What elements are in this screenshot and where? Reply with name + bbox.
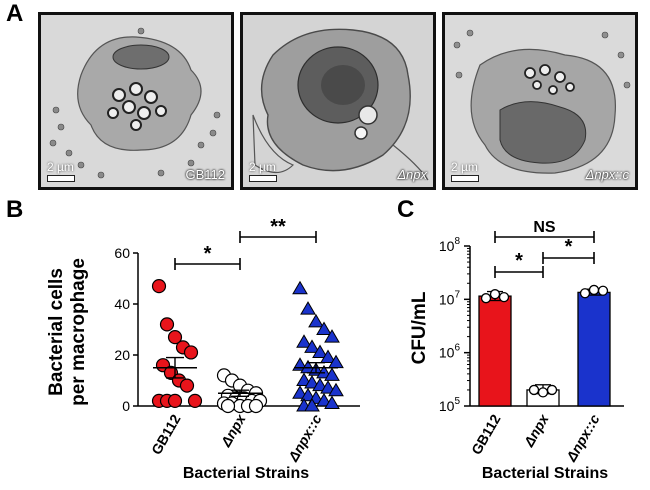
data-point bbox=[292, 385, 308, 399]
y-tick-base: 10 bbox=[439, 398, 455, 414]
significance-label: NS bbox=[533, 219, 556, 236]
data-point bbox=[308, 313, 324, 328]
significance-label: * bbox=[565, 236, 573, 258]
x-axis-label: Bacterial Strains bbox=[183, 465, 309, 482]
scale-label: 2 µm bbox=[451, 160, 478, 174]
x-tick-label: Δnpx::c bbox=[563, 411, 603, 465]
scale-label: 2 µm bbox=[47, 160, 74, 174]
data-point bbox=[151, 279, 167, 294]
scale-bar-line bbox=[249, 175, 277, 182]
data-point bbox=[220, 398, 236, 414]
panel-a-letter: A bbox=[6, 0, 24, 27]
data-point bbox=[324, 367, 340, 381]
significance-label: * bbox=[204, 243, 212, 265]
data-point bbox=[312, 377, 328, 392]
y-tick-label: 20 bbox=[114, 347, 130, 363]
scale-bar-npx-c: 2 µm bbox=[451, 161, 479, 182]
bar bbox=[478, 295, 512, 407]
y-tick-base: 10 bbox=[439, 238, 455, 254]
y-axis-label: CFU/mL bbox=[409, 291, 430, 364]
replicate-point bbox=[546, 384, 558, 396]
scale-label: 2 µm bbox=[249, 160, 276, 174]
replicate-point bbox=[480, 293, 492, 304]
y-tick-base: 10 bbox=[439, 291, 455, 307]
replicate-point bbox=[498, 291, 510, 303]
data-point bbox=[320, 380, 336, 394]
replicate-point bbox=[579, 288, 591, 299]
micrograph-npx-image bbox=[243, 15, 433, 187]
bar bbox=[577, 291, 611, 407]
micrograph-gb112: 2 µm GB112 bbox=[38, 12, 234, 190]
x-tick-label: Δnpx bbox=[520, 410, 552, 450]
y-tick-label: 40 bbox=[114, 296, 130, 312]
replicate-point bbox=[489, 289, 501, 300]
data-point bbox=[304, 398, 320, 412]
significance-label: * bbox=[515, 250, 523, 272]
data-point bbox=[159, 317, 175, 332]
y-tick-label: 108 bbox=[439, 236, 461, 254]
panel-b-letter: B bbox=[6, 196, 24, 223]
data-point bbox=[324, 329, 340, 343]
micrograph-label: Δnpx::c bbox=[585, 167, 629, 182]
data-point bbox=[316, 321, 332, 335]
replicate-point bbox=[588, 284, 600, 296]
y-tick-exponent: 5 bbox=[454, 396, 460, 407]
y-axis-label: Bacterial cellsper macrophage bbox=[46, 258, 89, 406]
y-tick-exponent: 8 bbox=[454, 236, 460, 247]
micrograph-label: GB112 bbox=[185, 167, 225, 182]
data-point bbox=[320, 349, 336, 364]
replicate-point bbox=[528, 384, 540, 396]
data-point bbox=[248, 398, 264, 414]
y-axis-label-line: Bacterial cells bbox=[46, 268, 67, 396]
data-point bbox=[296, 372, 312, 386]
y-tick-label: 105 bbox=[439, 396, 461, 414]
y-tick-label: 0 bbox=[122, 398, 130, 414]
data-point bbox=[324, 395, 340, 409]
data-point bbox=[167, 393, 183, 408]
data-point bbox=[179, 378, 195, 393]
data-point bbox=[312, 344, 328, 358]
micrograph-npx-c: 2 µm Δnpx::c bbox=[442, 12, 638, 190]
data-point bbox=[296, 334, 312, 348]
x-tick-label: Δnpx::c bbox=[285, 411, 325, 465]
data-point bbox=[187, 393, 203, 408]
scale-bar-line bbox=[451, 175, 479, 182]
scale-bar-gb112: 2 µm bbox=[47, 161, 75, 182]
significance-label: ** bbox=[270, 216, 286, 238]
data-point bbox=[316, 392, 332, 407]
y-tick-base: 10 bbox=[439, 345, 455, 361]
data-point bbox=[304, 375, 320, 389]
data-point bbox=[304, 339, 320, 353]
x-axis-label: Bacterial Strains bbox=[482, 465, 608, 482]
y-tick-label: 107 bbox=[439, 289, 461, 307]
y-tick-label: 106 bbox=[439, 343, 461, 361]
data-point bbox=[183, 345, 199, 360]
data-point bbox=[167, 330, 183, 345]
micrograph-npx: 2 µm Δnpx bbox=[240, 12, 436, 190]
y-tick-exponent: 7 bbox=[454, 289, 460, 300]
data-point bbox=[300, 387, 316, 402]
replicate-point bbox=[537, 387, 549, 398]
micrograph-npx-c-image bbox=[445, 15, 635, 187]
data-point bbox=[328, 382, 344, 397]
y-axis-label-line: per macrophage bbox=[68, 258, 89, 406]
y-tick-exponent: 6 bbox=[454, 343, 460, 354]
x-tick-label: GB112 bbox=[148, 411, 184, 457]
x-tick-label: GB112 bbox=[468, 411, 504, 457]
panel-c-letter: C bbox=[397, 196, 415, 223]
micrograph-gb112-image bbox=[41, 15, 231, 187]
x-tick-label: Δnpx bbox=[217, 410, 249, 450]
scale-bar-npx: 2 µm bbox=[249, 161, 277, 182]
y-tick-label: 60 bbox=[114, 245, 130, 261]
micrograph-label: Δnpx bbox=[397, 167, 427, 182]
replicate-point bbox=[597, 285, 609, 296]
data-point bbox=[316, 364, 332, 379]
data-point bbox=[300, 301, 316, 315]
scale-bar-line bbox=[47, 175, 75, 182]
data-point bbox=[292, 280, 308, 295]
